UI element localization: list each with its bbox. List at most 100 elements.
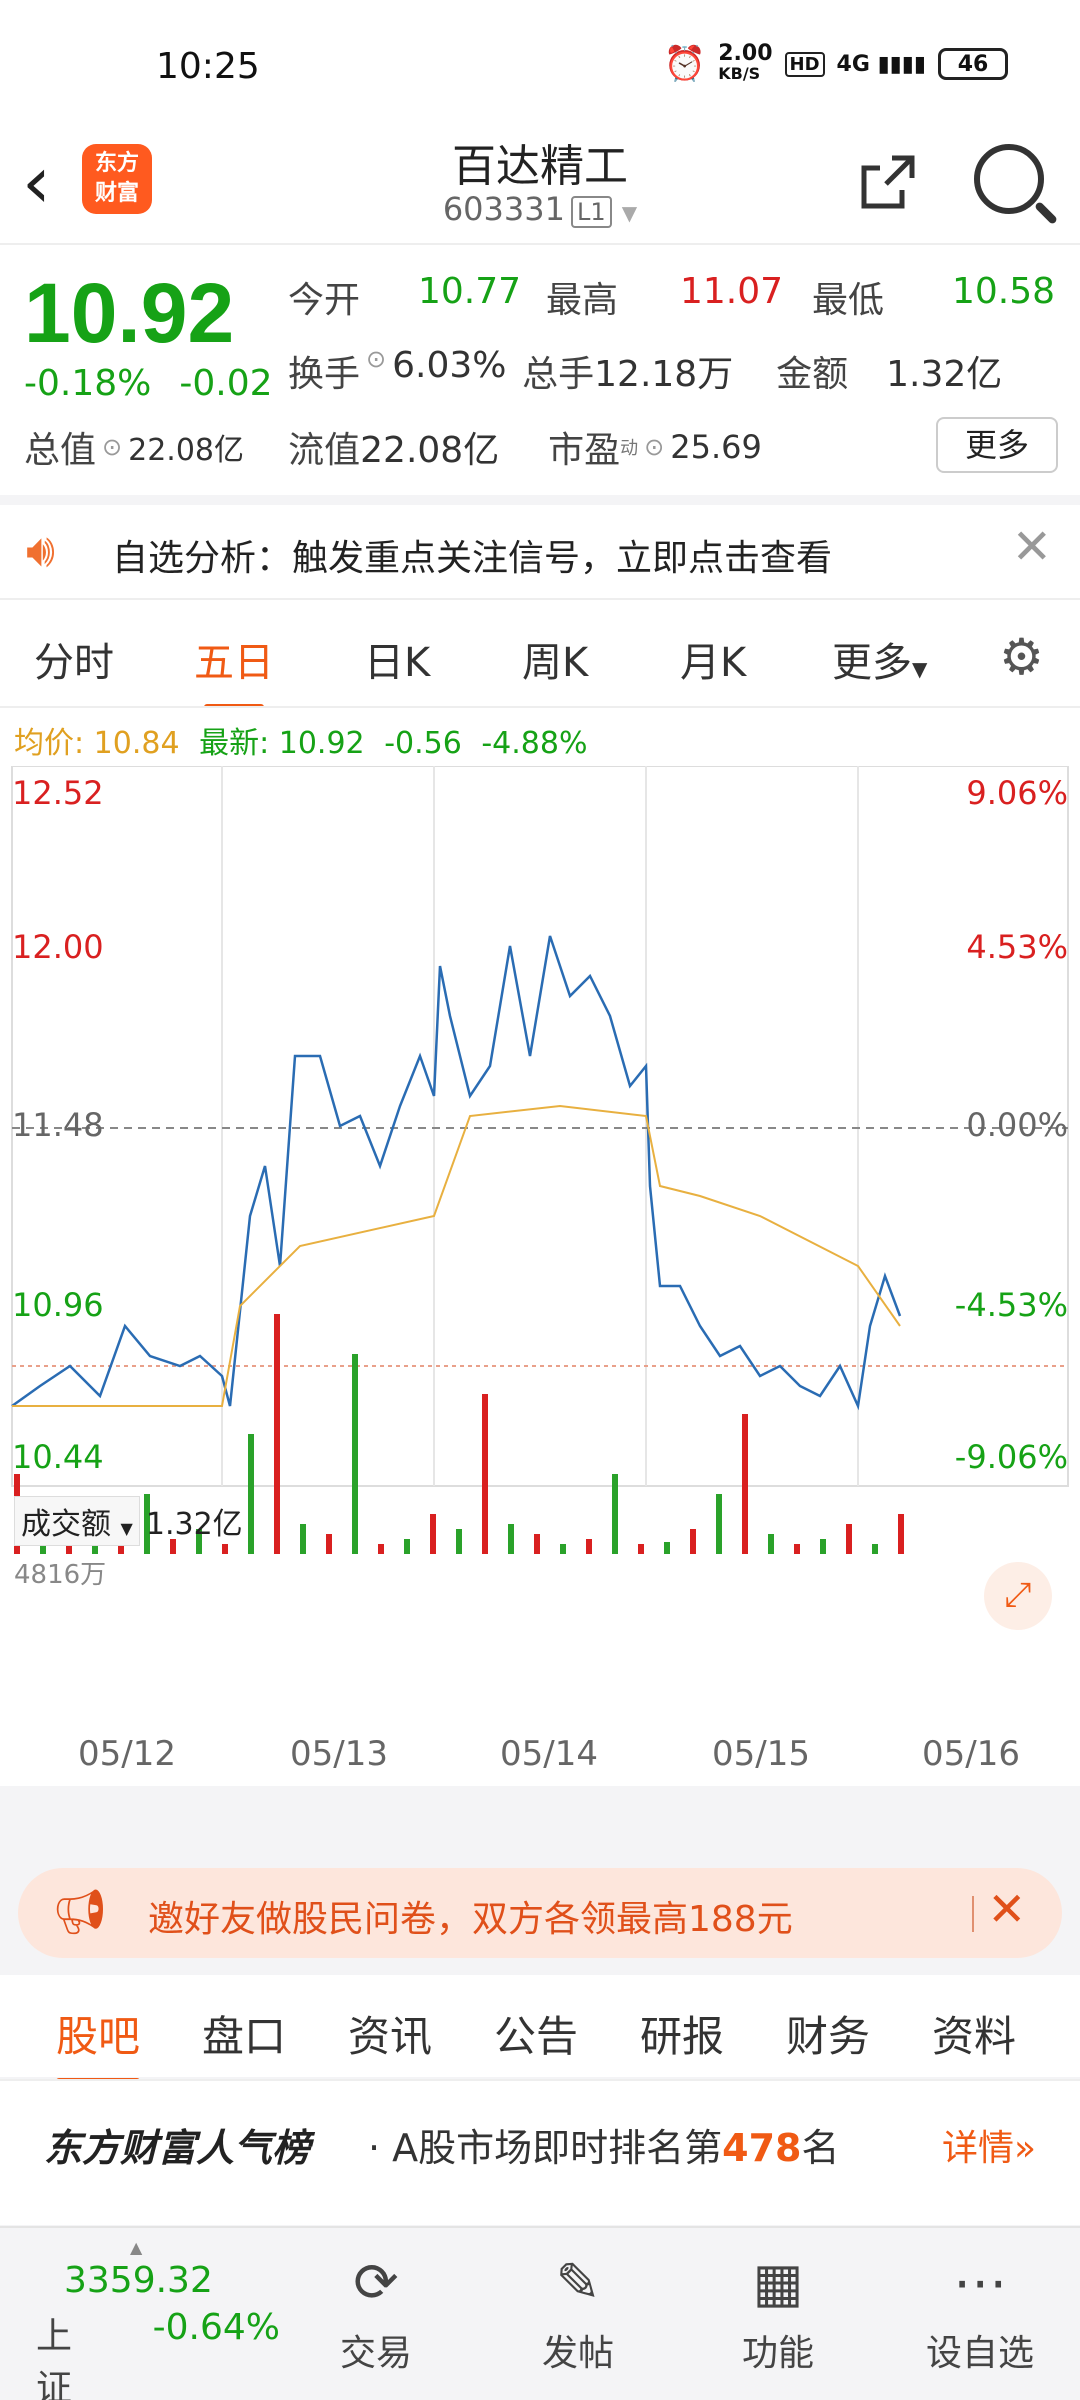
volume-bar: [378, 1544, 384, 1554]
close-icon[interactable]: ✕: [987, 1882, 1026, 1936]
nav-functions[interactable]: ▦ 功能: [708, 2248, 848, 2376]
turnover-value: 6.03%: [392, 345, 507, 386]
promo-banner[interactable]: 📢︎ 邀好友做股民问卷，双方各领最高188元 ✕: [18, 1868, 1062, 1958]
info-icon[interactable]: ⊙: [102, 433, 123, 461]
volume-bar: [274, 1314, 280, 1554]
y-left-tick: 12.52: [12, 774, 104, 812]
more-button[interactable]: 更多: [936, 417, 1058, 473]
rank-number: 478: [722, 2126, 802, 2170]
index-widget[interactable]: ▲ 3359.32 上证 -0.64%: [30, 2238, 280, 2400]
back-icon[interactable]: ‹: [22, 140, 51, 224]
y-right-tick: 9.06%: [966, 774, 1068, 812]
search-icon[interactable]: [974, 144, 1044, 214]
net-speed: 2.00 KB/S: [718, 43, 772, 84]
promo-divider: [972, 1896, 974, 1932]
tab-announcements[interactable]: 公告: [494, 2012, 579, 2061]
total-value-label: 总值: [24, 430, 97, 471]
y-right-tick: 0.00%: [966, 1106, 1068, 1144]
gear-icon[interactable]: ⚙: [999, 628, 1044, 686]
pe-label: 市盈: [548, 430, 621, 471]
grid-icon: ▦: [752, 2251, 804, 2314]
latest-value: 10.92: [278, 726, 365, 761]
volume-total: 1.32亿: [145, 1507, 243, 1542]
tab-five-day[interactable]: 五日: [194, 630, 274, 710]
x-label: 05/12: [78, 1734, 176, 1774]
x-label: 05/15: [712, 1734, 810, 1774]
pe-value: 25.69: [670, 428, 762, 466]
volume-bar: [92, 1544, 98, 1554]
battery-level: 46: [957, 51, 989, 77]
stock-code-row[interactable]: 603331 L1 ▼: [0, 190, 1080, 228]
change-amount: -0.02: [179, 363, 273, 404]
volume-bar: [768, 1534, 774, 1554]
nav-post[interactable]: ✎ 发帖: [508, 2248, 648, 2376]
speaker-icon: 🔊︎: [26, 523, 55, 577]
logo-line-1: 东方: [94, 151, 139, 176]
tab-news[interactable]: 资讯: [348, 2012, 433, 2061]
avg-value: 10.84: [93, 726, 180, 761]
quote-row-2: 换手 ⊙ 6.03% 总手 12.18万 金额 1.32亿: [288, 345, 1002, 397]
rank-description: · A股市场即时排名第478名: [368, 2117, 840, 2172]
tab-guba[interactable]: 股吧: [56, 2003, 141, 2084]
page-title: 百达精工: [452, 141, 628, 192]
y-left-tick: 10.96: [12, 1286, 104, 1324]
volume-bar: [690, 1529, 696, 1554]
rank-detail-link[interactable]: 详情»: [942, 2119, 1036, 2171]
caret-down-icon: ▼: [120, 1519, 133, 1538]
nav-add-watchlist[interactable]: ⋯ 设自选: [910, 2248, 1050, 2376]
volume-header: 成交额 ▼ 1.32亿: [14, 1496, 243, 1546]
low-value: 10.58: [952, 271, 1056, 312]
chart-tabs: 分时 五日 日K 周K 月K 更多▼ ⚙: [0, 598, 1080, 710]
chevron-down-icon: ▼: [621, 201, 638, 225]
turnover-label: 换手: [288, 354, 361, 395]
expand-icon[interactable]: ⤢: [984, 1562, 1052, 1630]
megaphone-icon: 📢︎: [52, 1887, 108, 1938]
battery-icon: 46: [938, 48, 1008, 80]
signal-icon: 4G ▮▮▮▮: [836, 51, 926, 77]
avg-line: [12, 1104, 901, 1407]
volume-selector[interactable]: 成交额 ▼: [14, 1496, 140, 1546]
high-value: 11.07: [680, 271, 784, 312]
tab-pankou[interactable]: 盘口: [202, 2012, 287, 2061]
y-right-tick: -9.06%: [954, 1438, 1068, 1476]
latest-pct: -4.88%: [481, 726, 588, 761]
index-info: 上证 -0.64%: [30, 2307, 280, 2400]
logo-line-2: 财富: [94, 181, 139, 206]
popularity-rank[interactable]: 东方财富人气榜 · A股市场即时排名第478名 详情»: [0, 2079, 1080, 2225]
quote-row-3: 总值 ⊙ 22.08亿 流值 22.08亿 市盈 动 ⊙ 25.69: [24, 421, 762, 473]
info-icon[interactable]: ⊙: [644, 433, 665, 461]
float-value-label: 流值: [288, 430, 361, 471]
alert-banner[interactable]: 🔊︎ 自选分析：触发重点关注信号，立即点击查看 ✕: [0, 495, 1080, 598]
volume-bar: [352, 1354, 358, 1554]
tab-daily-k[interactable]: 日K: [364, 640, 431, 686]
close-icon[interactable]: ✕: [1011, 519, 1052, 575]
info-icon[interactable]: ⊙: [366, 345, 387, 373]
five-day-chart[interactable]: 12.52 12.00 11.48 10.96 10.44 9.06% 4.53…: [0, 765, 1080, 1786]
rank-prefix: · A股市场即时排名第: [368, 2126, 723, 2170]
volume-bar: [898, 1514, 904, 1554]
level-badge: L1: [570, 196, 612, 228]
nav-trade[interactable]: ⟳ 交易: [306, 2248, 446, 2376]
y-right-tick: -4.53%: [954, 1286, 1068, 1324]
chevron-up-icon: ▲: [130, 2238, 143, 2257]
volume-bar: [664, 1542, 670, 1554]
volume-bar: [820, 1539, 826, 1554]
tab-profile[interactable]: 资料: [932, 2012, 1017, 2061]
volume-bar: [872, 1544, 878, 1554]
tab-weekly-k[interactable]: 周K: [522, 640, 589, 686]
current-price: 10.92: [24, 266, 235, 360]
stock-code: 603331: [442, 190, 565, 228]
volume-bar: [846, 1524, 852, 1554]
bottom-nav: ▲ 3359.32 上证 -0.64% ⟳ 交易 ✎ 发帖 ▦ 功能 ⋯ 设自选: [0, 2226, 1080, 2400]
tab-research[interactable]: 研报: [640, 2012, 725, 2061]
tab-intraday[interactable]: 分时: [34, 640, 114, 686]
app-logo: 东方 财富: [82, 144, 152, 214]
low-label: 最低: [812, 280, 885, 321]
tab-monthly-k[interactable]: 月K: [680, 640, 747, 686]
tab-finance[interactable]: 财务: [786, 2012, 871, 2061]
volume-bar: [326, 1534, 332, 1554]
total-value: 22.08亿: [128, 433, 245, 468]
tab-more[interactable]: 更多▼: [832, 630, 927, 688]
latest-label: 最新:: [199, 726, 270, 761]
share-icon[interactable]: [856, 150, 920, 228]
